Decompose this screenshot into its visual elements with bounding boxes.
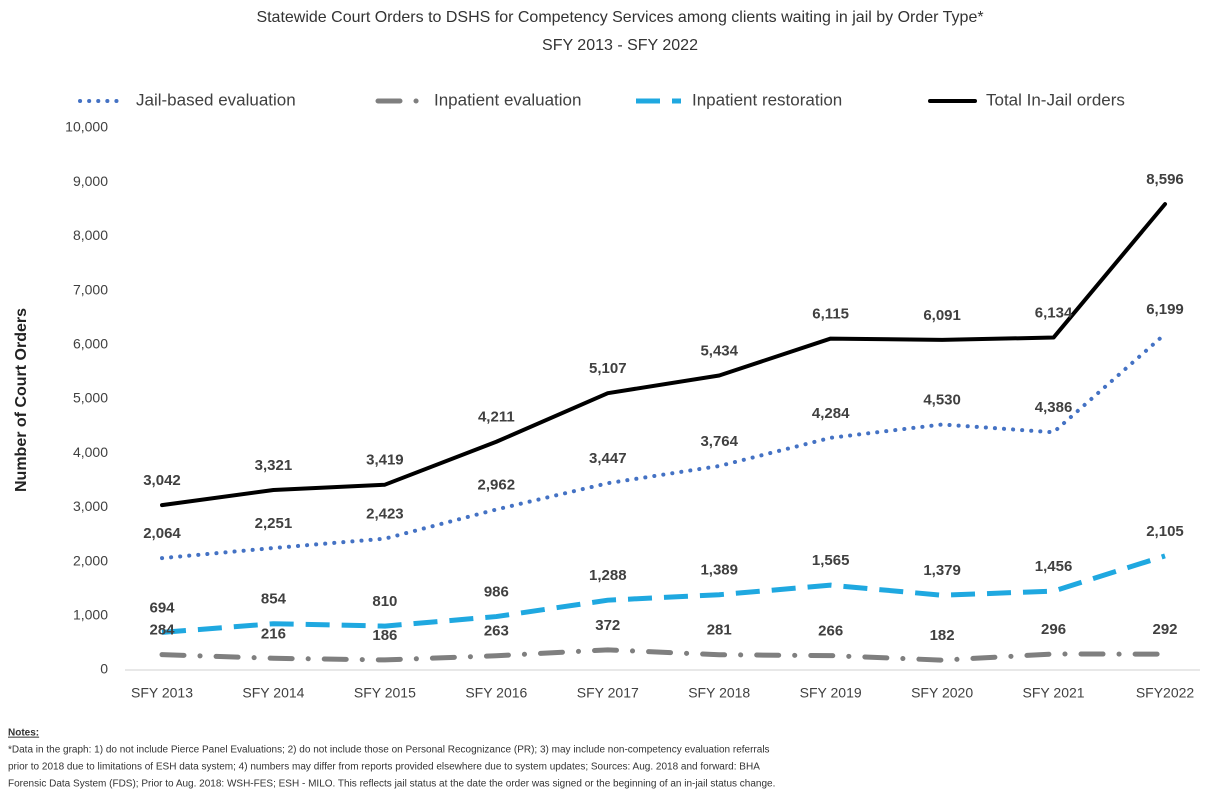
data-label: 281 [707, 622, 732, 639]
y-tick-label: 6,000 [73, 336, 108, 352]
data-label: 2,064 [143, 525, 181, 542]
line [160, 332, 1167, 561]
data-label: 986 [484, 584, 509, 601]
data-label: 810 [372, 593, 397, 610]
chart-title: Statewide Court Orders to DSHS for Compe… [256, 9, 983, 26]
x-tick-label: SFY 2014 [242, 685, 304, 701]
line [161, 553, 1166, 635]
data-label: 3,447 [589, 450, 627, 467]
data-label: 6,091 [923, 307, 961, 324]
y-tick-label: 2,000 [73, 552, 108, 568]
x-tick-label: SFY 2017 [577, 685, 639, 701]
x-tick-label: SFY 2021 [1023, 685, 1085, 701]
data-label: 1,389 [700, 562, 738, 579]
data-label: 292 [1152, 621, 1177, 638]
data-label: 3,764 [700, 433, 738, 450]
note-line: *Data in the graph: 1) do not include Pi… [8, 745, 770, 756]
data-label: 263 [484, 623, 509, 640]
y-tick-label: 8,000 [73, 227, 108, 243]
data-label: 296 [1041, 621, 1066, 638]
line [159, 647, 1168, 663]
y-tick-label: 9,000 [73, 173, 108, 189]
data-label: 8,596 [1146, 171, 1184, 188]
y-tick-label: 3,000 [73, 498, 108, 514]
legend-label: Total In-Jail orders [986, 90, 1125, 109]
y-axis-label: Number of Court Orders [13, 308, 30, 492]
data-label: 2,251 [255, 515, 293, 532]
note-line: prior to 2018 due to limitations of ESH … [8, 762, 760, 773]
data-label: 3,321 [255, 457, 293, 474]
data-label: 2,105 [1146, 523, 1184, 540]
data-label: 6,134 [1035, 305, 1073, 322]
data-label: 5,434 [700, 342, 738, 359]
y-tick-label: 10,000 [65, 119, 108, 135]
data-label: 372 [595, 617, 620, 634]
chart-subtitle: SFY 2013 - SFY 2022 [542, 37, 698, 54]
x-tick-label: SFY 2019 [800, 685, 862, 701]
data-label: 182 [930, 627, 955, 644]
data-label: 1,456 [1035, 558, 1073, 575]
data-label: 4,211 [478, 409, 515, 426]
y-tick-label: 4,000 [73, 444, 108, 460]
note-line: Forensic Data System (FDS); Prior to Aug… [8, 779, 775, 790]
data-label: 186 [372, 627, 397, 644]
data-label: 2,962 [478, 476, 516, 493]
data-label: 6,115 [812, 306, 849, 323]
data-label: 216 [261, 625, 286, 642]
data-label: 3,419 [366, 452, 404, 469]
y-tick-label: 0 [100, 661, 108, 677]
data-label: 266 [818, 623, 843, 640]
data-label: 3,042 [143, 472, 181, 489]
y-tick-label: 1,000 [73, 607, 108, 623]
data-label: 1,379 [923, 562, 961, 579]
line [160, 202, 1167, 508]
data-label: 6,199 [1146, 301, 1184, 318]
data-label: 2,423 [366, 506, 404, 523]
data-label: 694 [149, 599, 175, 616]
data-label: 1,565 [812, 552, 850, 569]
data-label: 4,530 [923, 391, 961, 408]
data-label: 4,284 [812, 405, 850, 422]
x-tick-label: SFY 2015 [354, 685, 416, 701]
x-tick-label: SFY 2020 [911, 685, 973, 701]
x-tick-label: SFY 2013 [131, 685, 193, 701]
data-label: 1,288 [589, 567, 627, 584]
x-tick-label: SFY 2018 [688, 685, 750, 701]
data-label: 4,386 [1035, 399, 1073, 416]
y-tick-label: 5,000 [73, 390, 108, 406]
data-label: 854 [261, 591, 287, 608]
legend-label: Jail-based evaluation [136, 90, 296, 109]
legend-label: Inpatient evaluation [434, 90, 581, 109]
x-tick-label: SFY2022 [1136, 685, 1195, 701]
data-label: 284 [149, 622, 175, 639]
data-label: 5,107 [589, 360, 627, 377]
legend-label: Inpatient restoration [692, 90, 842, 109]
y-tick-label: 7,000 [73, 281, 108, 297]
x-tick-label: SFY 2016 [465, 685, 527, 701]
notes-heading: Notes: [8, 728, 39, 739]
